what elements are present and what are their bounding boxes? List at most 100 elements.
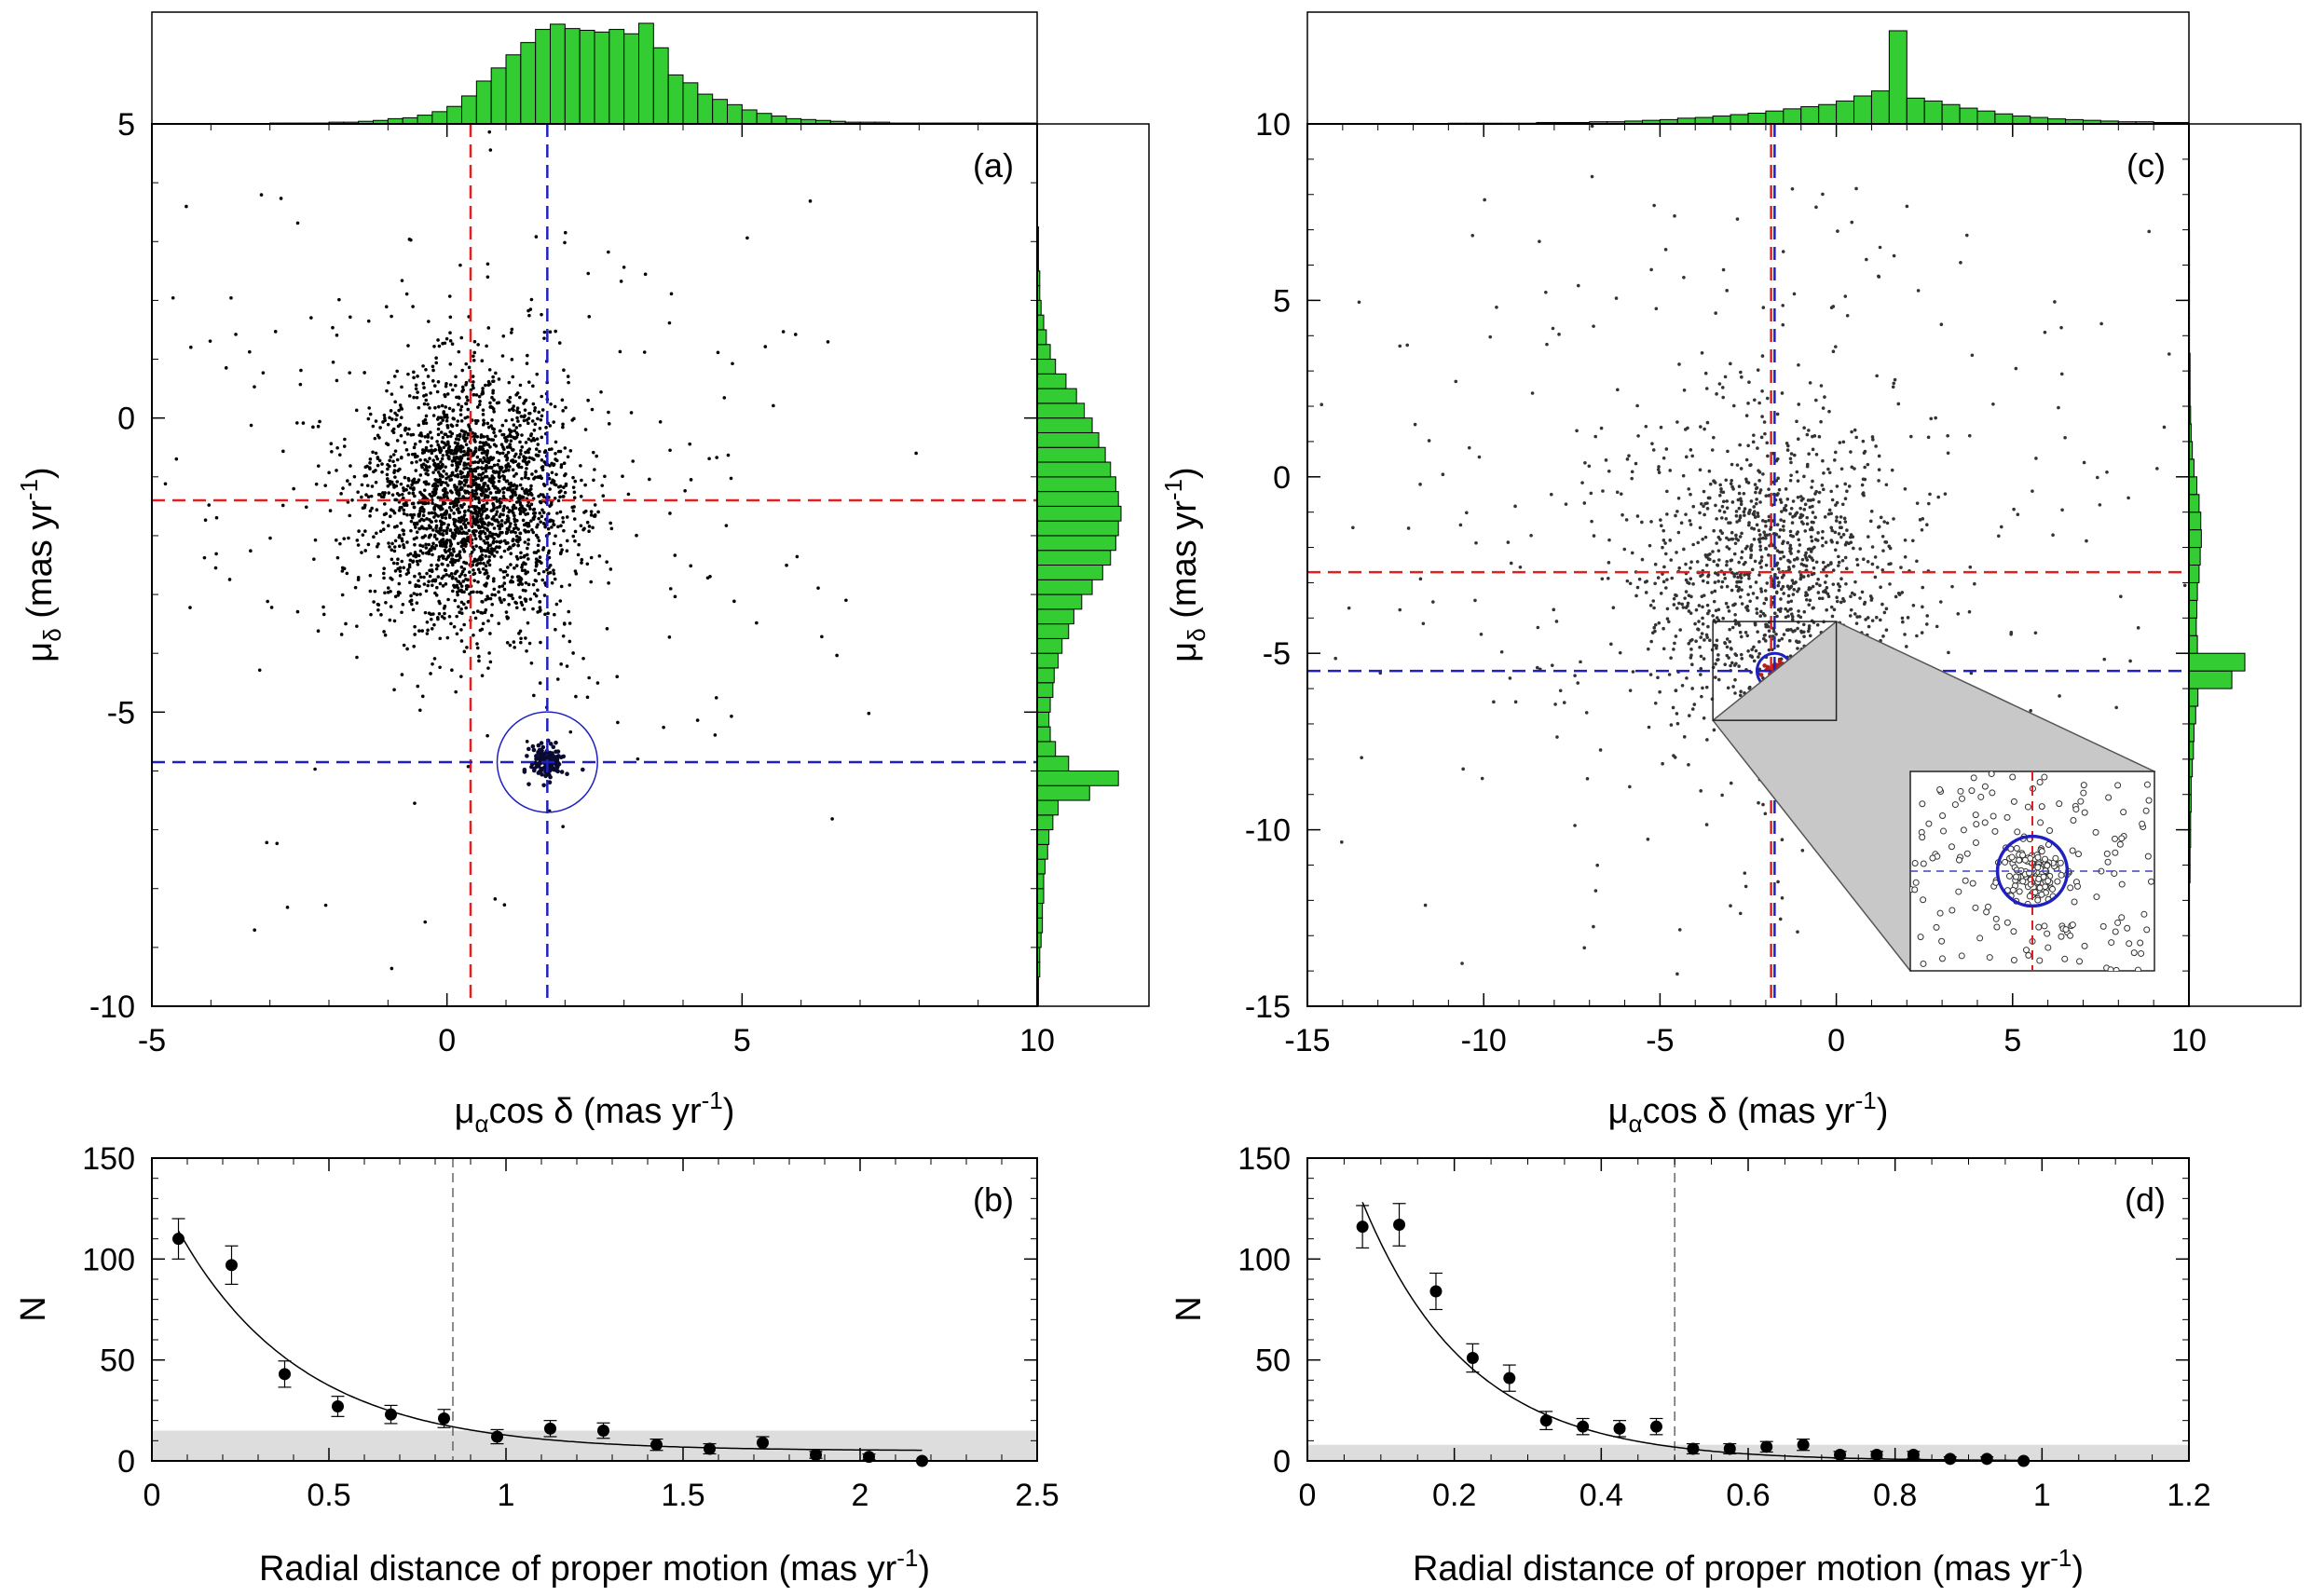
field-star-point [1418,577,1423,581]
field-star-point [469,484,473,489]
histogram-bar [535,29,552,125]
field-star-point [1702,657,1706,661]
field-star-point [436,432,441,437]
field-star-point [431,471,435,474]
field-star-point [2059,372,2064,376]
field-star-point [1729,521,1732,525]
field-star-point [1508,676,1512,680]
field-star-point [1819,384,1824,388]
field-star-point [495,506,499,510]
field-star-point [486,487,491,491]
field-star-point [1805,515,1810,520]
field-star-point [1719,487,1723,491]
histogram-bar [1036,858,1046,875]
field-star-point [1904,645,1908,648]
field-star-point [416,684,420,689]
field-star-point [488,543,493,547]
field-star-point [116,517,120,521]
field-star-point [1600,577,1605,581]
field-star-point [458,471,463,476]
field-star-point [1663,552,1668,556]
field-star-point [549,402,553,406]
field-star-point [1729,647,1733,650]
field-star-point [432,622,436,627]
field-star-point [593,468,596,471]
field-star-point [543,612,547,617]
field-star-point [1665,512,1669,516]
field-star-point [459,600,464,605]
field-star-point [1672,603,1676,607]
field-star-point [1595,863,1599,867]
field-star-point [1703,553,1708,557]
field-star-point [330,449,334,454]
field-star-point [474,563,479,567]
field-star-point [507,380,512,385]
panel-a-y-tick-label: -10 [89,989,135,1025]
field-star-point [435,440,439,443]
field-star-point [1705,580,1710,585]
field-star-point [1707,469,1712,473]
field-star-point [534,235,539,239]
field-star-point [512,404,516,408]
field-star-point [445,564,450,567]
field-star-point [390,314,393,319]
field-star-point [509,563,513,566]
field-star-point [318,419,321,424]
inset-field-star-point [1938,937,1946,945]
field-star-point [607,410,610,415]
field-star-point [485,548,490,552]
field-star-point [417,405,421,410]
field-star-point [418,575,423,580]
field-star-point [550,580,554,585]
field-star-point [1744,414,1749,417]
field-star-point [1764,596,1768,601]
field-star-point [518,576,523,580]
field-star-point [1973,581,1976,586]
field-star-point [476,567,481,571]
field-star-point [475,646,480,650]
field-star-point [570,418,575,422]
field-star-point [1538,239,1541,243]
field-star-point [514,426,519,430]
field-star-point [1406,526,1411,530]
field-star-point [386,484,390,488]
field-star-point [329,442,334,446]
field-star-point [1788,478,1793,483]
field-star-point [535,437,540,441]
field-star-point [1701,605,1704,609]
field-star-point [478,457,483,462]
field-star-point [1984,1170,1988,1174]
field-star-point [1405,343,1410,348]
field-star-point [1789,627,1793,632]
field-star-point [592,478,595,483]
field-star-point [1705,507,1710,511]
field-star-point [446,597,450,602]
field-star-point [429,430,432,434]
field-star-point [605,560,609,564]
field-star-point [376,542,380,546]
field-star-point [534,564,539,568]
field-star-point [1701,579,1705,583]
field-star-point [1674,689,1678,693]
field-star-point [1725,536,1729,540]
field-star-point [465,489,470,494]
field-star-point [1706,574,1710,579]
panel-a-y-axis-label: μδ (mas yr-1) [15,467,66,662]
field-star-point [1950,584,1954,589]
field-star-point [1868,594,1873,598]
field-star-point [432,487,436,491]
inset-cluster-star-point [2009,886,2017,893]
field-star-point [454,518,458,522]
field-star-point [1694,639,1698,644]
field-star-point [1712,528,1716,533]
histogram-bar [2188,547,2201,566]
field-star-point [1716,535,1721,539]
field-star-point [444,531,449,536]
field-star-point [461,453,466,457]
field-star-point [658,419,663,424]
field-star-point [436,462,441,467]
field-star-point [1806,498,1811,502]
field-star-point [476,343,480,347]
field-star-point [1750,526,1754,530]
field-star-point [475,514,480,518]
